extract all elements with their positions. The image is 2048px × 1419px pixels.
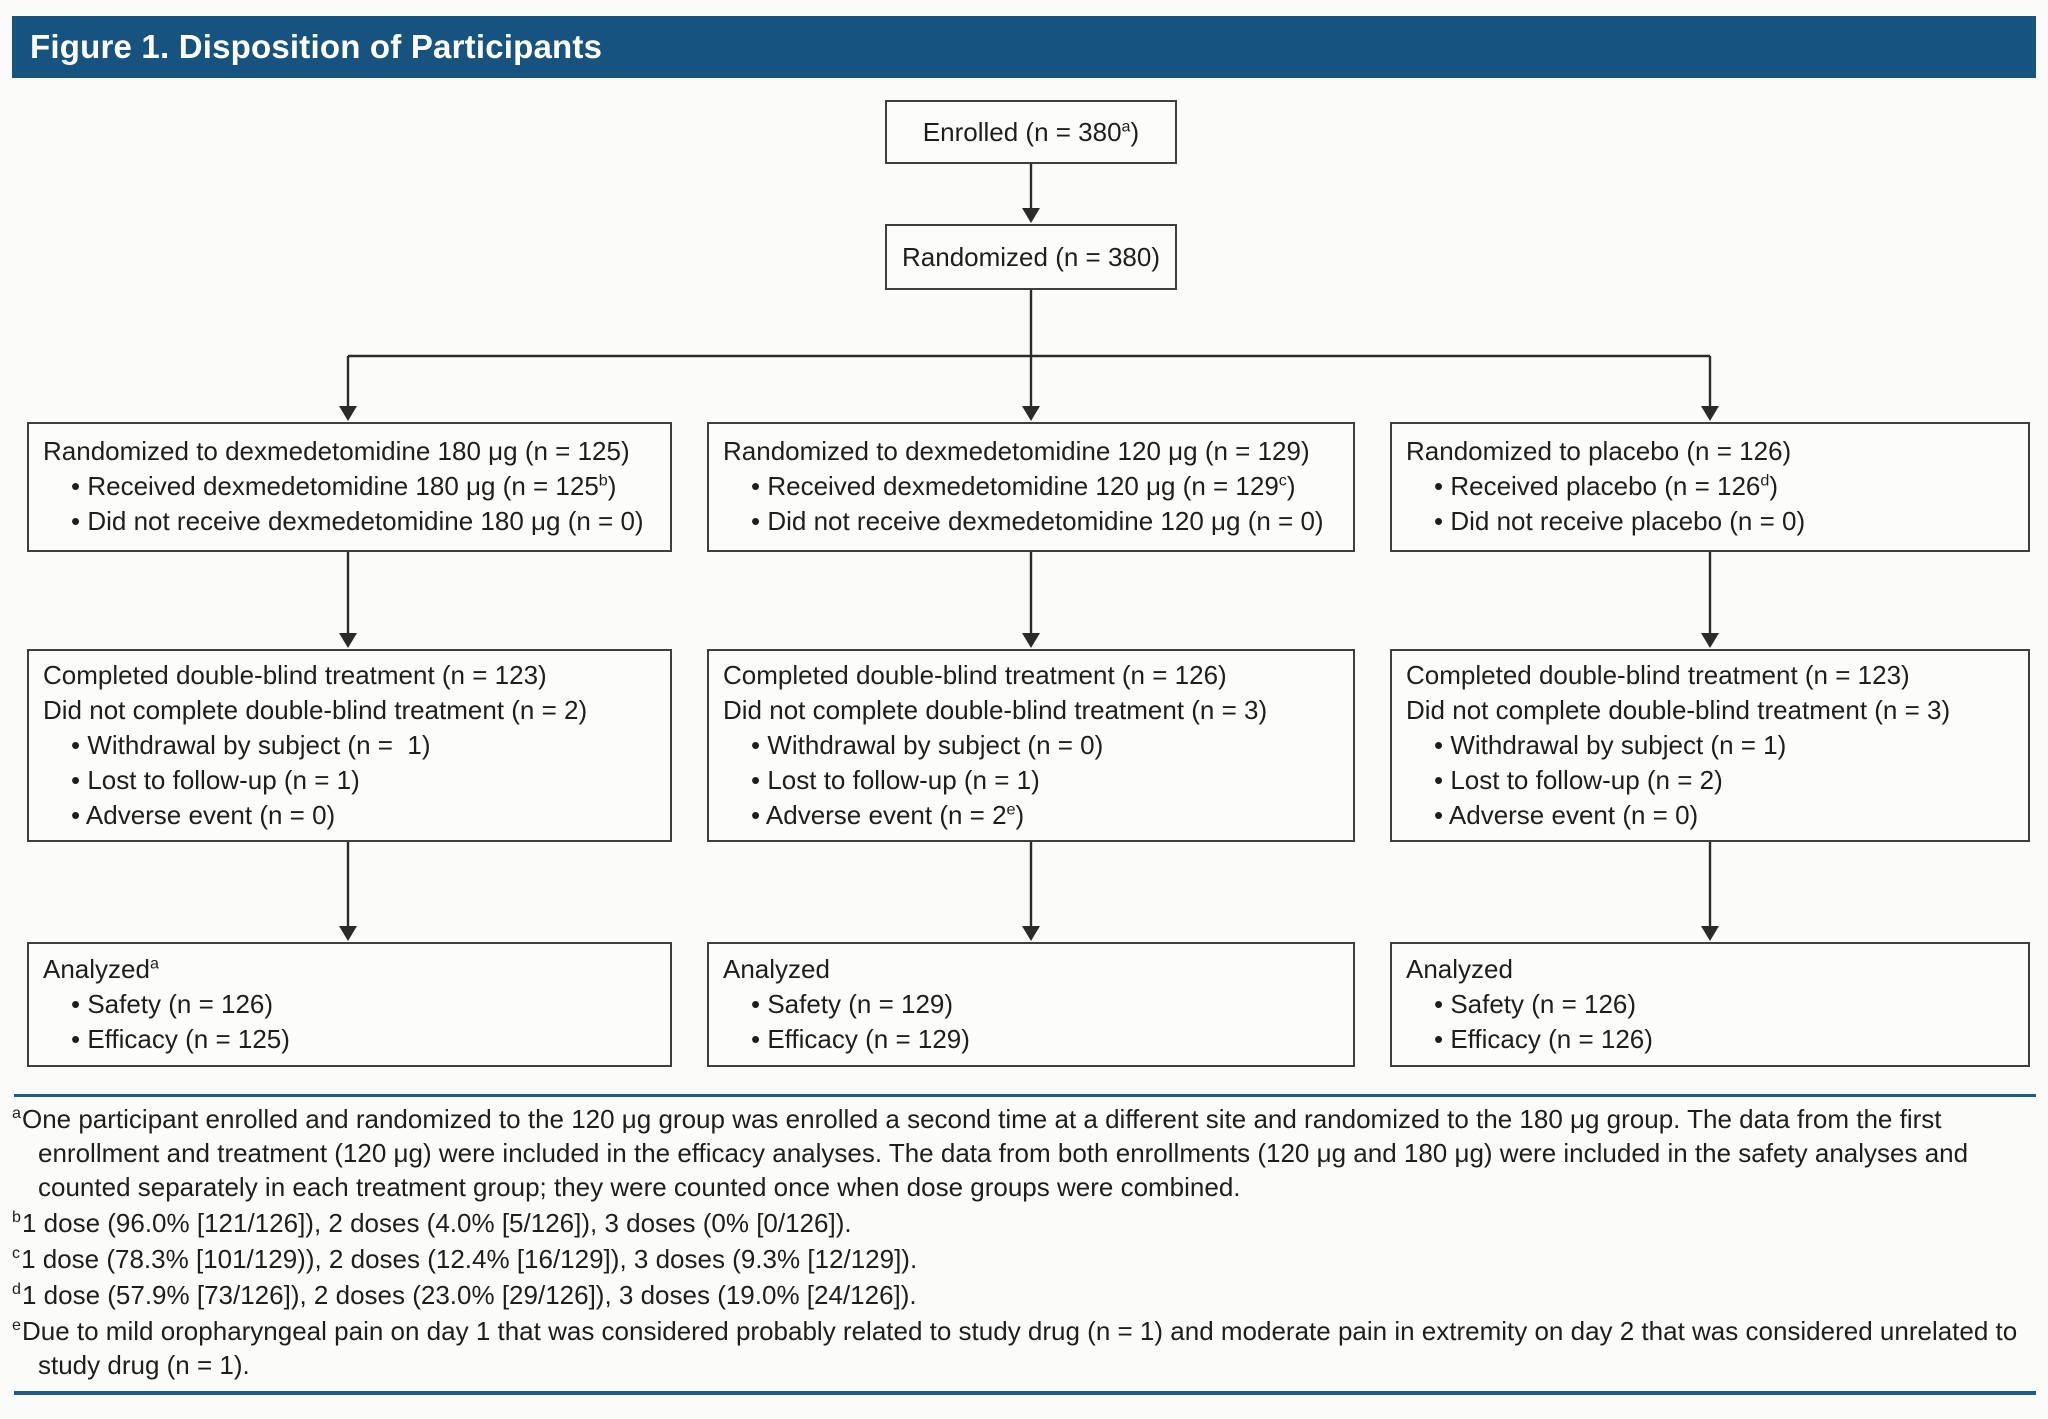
connector-randomized-split (339, 290, 1719, 421)
superscript-marker: d (1760, 471, 1770, 490)
footnote-d: d1 dose (57.9% [73/126]), 2 doses (23.0%… (12, 1278, 2038, 1312)
box-bullet-line: • Received dexmedetomidine 120 μg (n = 1… (751, 471, 1296, 501)
arrow-enrolled-to-randomized (1022, 164, 1040, 223)
arrows-completion-to-analyzed (339, 842, 1719, 941)
footnote-text: Due to mild oropharyngeal pain on day 1 … (21, 1316, 2018, 1380)
arrows-randomization-to-completion (339, 552, 1719, 648)
footnote-marker: e (12, 1316, 21, 1335)
footnote-c: c1 dose (78.3% [101/129)), 2 doses (12.4… (12, 1242, 2038, 1276)
randomization-box-dex120: Randomized to dexmedetomidine 120 μg (n … (707, 422, 1355, 552)
analyzed-box-placebo: Analyzed • Safety (n = 126) • Efficacy (n … (1390, 942, 2030, 1067)
analyzed-box-dex120: Analyzed • Safety (n = 129) • Efficacy (n … (707, 942, 1355, 1067)
box-bullet-line: • Adverse event (n = 0) (71, 800, 336, 830)
box-line: Analyzeda (43, 954, 159, 984)
superscript-marker: e (1006, 800, 1016, 819)
superscript-marker: c (1278, 471, 1287, 490)
box-bullet-line: • Withdrawal by subject (n = 0) (751, 730, 1104, 760)
box-line: Randomized (n = 380) (902, 241, 1160, 272)
box-line: Randomized to dexmedetomidine 180 μg (n … (43, 436, 630, 466)
footnote-marker: d (12, 1280, 21, 1299)
box-bullet-line: • Efficacy (n = 126) (1434, 1024, 1653, 1054)
box-bullet-line: • Efficacy (n = 129) (751, 1024, 970, 1054)
box-line: Enrolled (n = 380a) (922, 116, 1140, 147)
superscript-marker: a (149, 954, 159, 973)
box-line: Did not complete double-blind treatment … (43, 695, 588, 725)
footnote-text: 1 dose (78.3% [101/129)), 2 doses (12.4%… (21, 1244, 918, 1274)
footnote-marker: a (12, 1104, 21, 1123)
box-bullet-line: • Safety (n = 126) (1434, 989, 1637, 1019)
box-bullet-line: • Lost to follow-up (n = 2) (1434, 765, 1723, 795)
footnote-text: 1 dose (96.0% [121/126]), 2 doses (4.0% … (21, 1208, 852, 1238)
figure-title-bar: Figure 1. Disposition of Participants (12, 16, 2036, 78)
box-bullet-line: • Lost to follow-up (n = 1) (71, 765, 360, 795)
footnote-marker: b (12, 1208, 21, 1227)
randomized-box: Randomized (n = 380) (885, 224, 1177, 290)
randomization-box-dex180: Randomized to dexmedetomidine 180 μg (n … (27, 422, 672, 552)
box-line: Completed double-blind treatment (n = 12… (43, 660, 547, 690)
footnote-top-rule (14, 1094, 2036, 1097)
box-bullet-line: • Safety (n = 126) (71, 989, 274, 1019)
box-line: Did not complete double-blind treatment … (723, 695, 1268, 725)
analyzed-box-dex180: Analyzeda • Safety (n = 126) • Efficacy (n… (27, 942, 672, 1067)
box-line: Randomized to placebo (n = 126) (1406, 436, 1792, 466)
figure-bottom-rule (14, 1391, 2036, 1395)
footnote-a: aOne participant enrolled and randomized… (12, 1102, 2038, 1204)
box-bullet-line: • Received placebo (n = 126d) (1434, 471, 1779, 501)
completion-box-dex180: Completed double-blind treatment (n = 12… (27, 649, 672, 842)
box-line: Did not complete double-blind treatment … (1406, 695, 1951, 725)
box-bullet-line: • Withdrawal by subject (n = 1) (71, 730, 431, 760)
footnote-marker: c (12, 1244, 21, 1263)
footnotes-block: aOne participant enrolled and randomized… (12, 1102, 2038, 1384)
box-bullet-line: • Lost to follow-up (n = 1) (751, 765, 1040, 795)
box-line: Randomized to dexmedetomidine 120 μg (n … (723, 436, 1310, 466)
box-bullet-line: • Did not receive dexmedetomidine 180 μg… (71, 506, 644, 536)
randomization-box-placebo: Randomized to placebo (n = 126) • Receive… (1390, 422, 2030, 552)
box-bullet-line: • Adverse event (n = 0) (1434, 800, 1699, 830)
box-bullet-line: • Withdrawal by subject (n = 1) (1434, 730, 1787, 760)
footnote-text: One participant enrolled and randomized … (21, 1104, 1969, 1202)
box-bullet-line: • Safety (n = 129) (751, 989, 954, 1019)
enrolled-box: Enrolled (n = 380a) (885, 100, 1177, 164)
box-bullet-line: • Received dexmedetomidine 180 μg (n = 1… (71, 471, 617, 501)
box-line: Analyzed (1406, 954, 1513, 984)
box-line: Analyzed (723, 954, 830, 984)
box-bullet-line: • Did not receive dexmedetomidine 120 μg… (751, 506, 1324, 536)
footnote-b: b1 dose (96.0% [121/126]), 2 doses (4.0%… (12, 1206, 2038, 1240)
figure-title: Figure 1. Disposition of Participants (30, 28, 603, 65)
superscript-marker: a (1121, 116, 1131, 135)
superscript-marker: b (598, 471, 608, 490)
box-bullet-line: • Adverse event (n = 2e) (751, 800, 1025, 830)
box-line: Completed double-blind treatment (n = 12… (1406, 660, 1910, 690)
box-bullet-line: • Did not receive placebo (n = 0) (1434, 506, 1806, 536)
footnote-text: 1 dose (57.9% [73/126]), 2 doses (23.0% … (21, 1280, 917, 1310)
box-line: Completed double-blind treatment (n = 12… (723, 660, 1227, 690)
completion-box-dex120: Completed double-blind treatment (n = 12… (707, 649, 1355, 842)
footnote-e: eDue to mild oropharyngeal pain on day 1… (12, 1314, 2038, 1382)
box-bullet-line: • Efficacy (n = 125) (71, 1024, 290, 1054)
completion-box-placebo: Completed double-blind treatment (n = 12… (1390, 649, 2030, 842)
